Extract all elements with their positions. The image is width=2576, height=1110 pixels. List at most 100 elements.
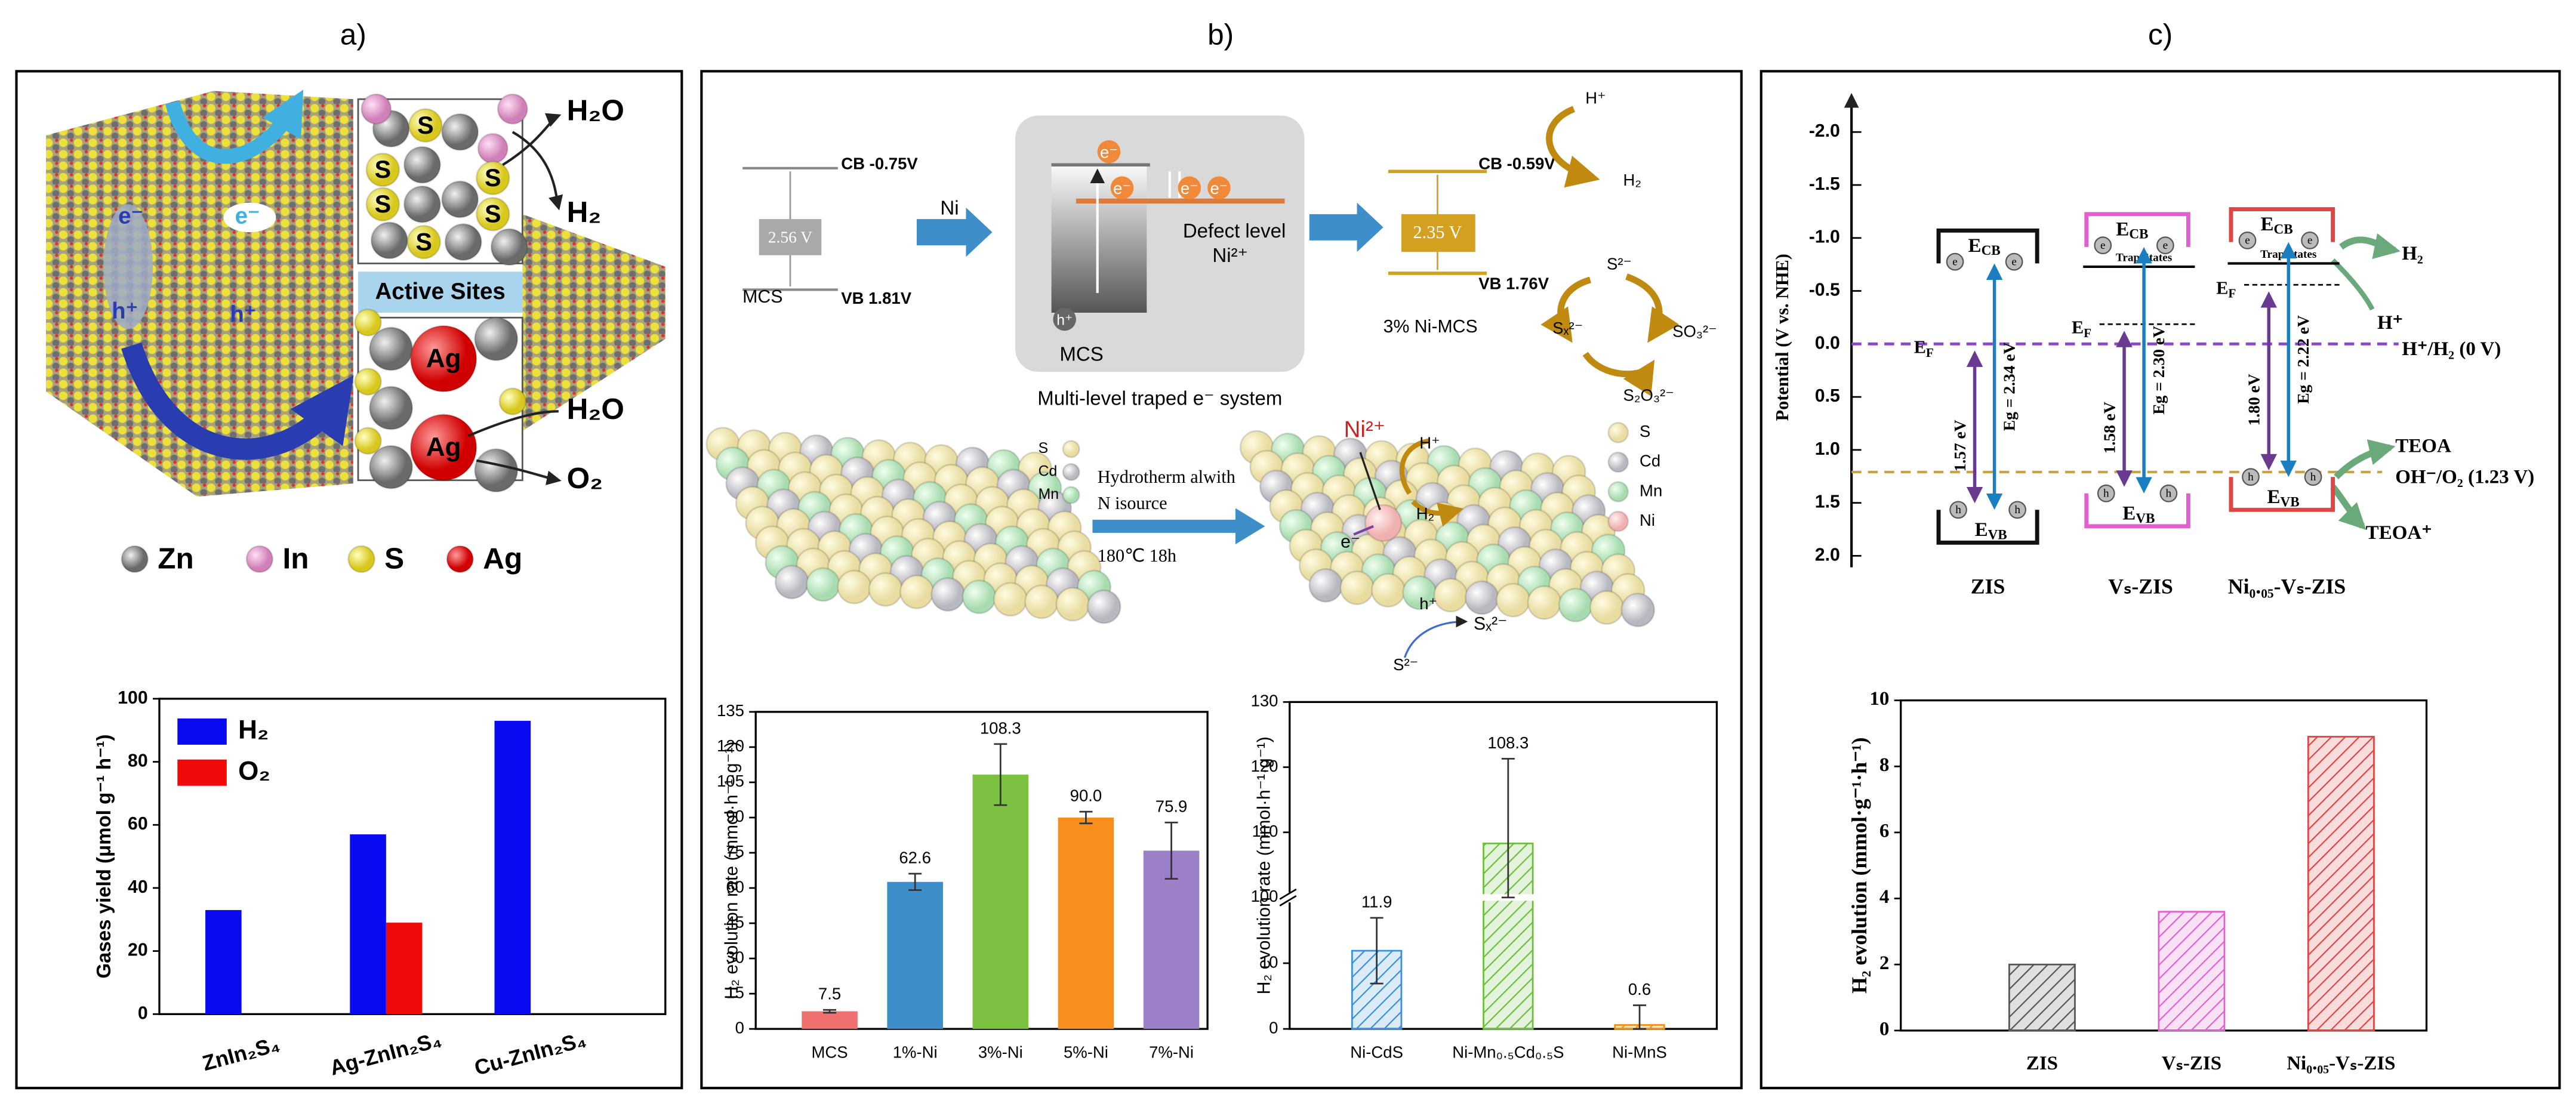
reaction-arrow: [2339, 233, 2401, 260]
energy-symbol: E: [2072, 317, 2084, 337]
panel-label: c): [2148, 18, 2173, 51]
label: MCS: [1059, 343, 1103, 365]
sample-label: ZIS: [1971, 575, 2005, 599]
label: VB 1.76V: [1478, 274, 1549, 292]
gap-box: [759, 219, 822, 255]
legend-marker: [1062, 486, 1080, 504]
label: MCS: [742, 287, 782, 307]
axis-tick-label: 0.0: [1815, 333, 1840, 353]
axis-tick-label: 1.5: [1815, 492, 1840, 512]
label: h⁺: [230, 302, 256, 328]
y-tick-label: 60: [726, 877, 744, 896]
energy-label: ECB: [1968, 235, 2001, 258]
bar: [205, 909, 242, 1015]
slab-atom: [806, 567, 840, 602]
atom-label: Ag: [426, 344, 461, 373]
charge-carrier: [2301, 232, 2319, 249]
energy-label: EF: [2072, 317, 2091, 340]
legend-label: Zn: [158, 542, 194, 575]
legend-swatch: [177, 718, 227, 745]
atom: [474, 316, 519, 362]
atom: [370, 221, 409, 260]
energy-subscript: CB: [2129, 227, 2148, 242]
label: 1.80 eV: [2245, 374, 2263, 426]
slab-atom: [899, 575, 934, 609]
atom: [360, 93, 392, 125]
carrier-symbol: h: [2310, 471, 2316, 483]
legend-marker: [1062, 440, 1080, 458]
bar: [2307, 736, 2375, 1032]
slab-atom: [837, 569, 872, 605]
label: e⁻: [1181, 179, 1198, 198]
value-label: 90.0: [1070, 787, 1102, 805]
label: H⁺/H₂ (0 V): [2402, 338, 2501, 360]
bar: [1058, 817, 1114, 1029]
label: S²⁻: [1607, 254, 1632, 273]
atom: [354, 427, 382, 455]
x-tick-label: Ni-Mn₀.₅Cd₀.₅S: [1452, 1043, 1564, 1062]
y-tick-label: 0: [138, 1003, 148, 1023]
arrow: [511, 131, 563, 211]
charge-carrier: [2242, 468, 2260, 486]
label: H⁺: [1419, 433, 1440, 452]
legend-marker: [1607, 481, 1629, 502]
bar: [1143, 850, 1200, 1029]
y-tick-label: 120: [717, 736, 744, 755]
cb-bracket: [2084, 212, 2190, 247]
y-tick-label: 45: [726, 912, 744, 931]
charge-carrier: [2097, 484, 2115, 502]
sample-label: Ni₀.₀₅-Vₛ-ZIS: [2228, 575, 2346, 599]
slab-atom: [1620, 593, 1656, 628]
energy-symbol: E: [2116, 218, 2129, 240]
y-axis-title: H₂ evolution rate (mmol·h⁻¹·g⁻¹): [722, 741, 742, 999]
y-tick-label: 105: [717, 772, 744, 790]
label: Multi-level traped e⁻ system: [1037, 387, 1282, 409]
value-label: 108.3: [980, 719, 1021, 737]
reaction-arrow: [2331, 258, 2375, 311]
label: 1.58 eV: [2100, 402, 2118, 454]
energy-subscript: CB: [1982, 243, 2001, 258]
atom-label: S: [415, 228, 432, 255]
vb-bracket: [2229, 477, 2335, 512]
x-tick-label: Ni-CdS: [1350, 1043, 1403, 1062]
carrier-symbol: h: [1955, 504, 1961, 516]
process-arrow: [1092, 508, 1265, 545]
atom-label: S: [485, 201, 501, 228]
y-tick-label: 40: [128, 877, 148, 897]
carrier-symbol: e: [2307, 235, 2313, 247]
atom: [403, 146, 442, 184]
label: H₂: [567, 196, 602, 229]
label: Active Sites: [375, 279, 505, 304]
atom: [441, 113, 479, 151]
y-tick-label: 2: [1879, 952, 1890, 974]
atom-label: S: [375, 156, 392, 183]
legend-label: H₂: [238, 716, 269, 745]
legend-marker: [1607, 422, 1629, 443]
legend-marker: [1062, 462, 1080, 482]
charge-carrier: [2238, 232, 2257, 249]
legend-label: Cd: [1640, 452, 1660, 470]
atom: [498, 387, 527, 416]
line: [1353, 525, 1374, 536]
atom-label: S: [417, 112, 434, 139]
label: Hydrotherm alwith: [1098, 467, 1235, 487]
legend-label: S: [384, 542, 404, 575]
electron: [1207, 176, 1231, 200]
label: H₂O: [567, 94, 624, 127]
legend-label: Mn: [1640, 481, 1662, 500]
reaction-arrow: [2330, 485, 2367, 531]
y-tick-label: 100: [1251, 887, 1278, 905]
atom: [490, 228, 528, 266]
atom: [1364, 504, 1403, 542]
charge-carrier: [2094, 236, 2112, 255]
y-tick-label: 20: [128, 941, 148, 960]
energy-subscript: F: [1926, 346, 1934, 360]
process-arrow: [1309, 202, 1383, 252]
electron: [1097, 140, 1121, 164]
charge-carrier: [2005, 252, 2023, 271]
energy-symbol: E: [2267, 486, 2281, 508]
reaction-arrow: [1540, 276, 1592, 343]
energy-label: EVB: [2122, 502, 2155, 526]
legend-marker: [1607, 510, 1629, 532]
